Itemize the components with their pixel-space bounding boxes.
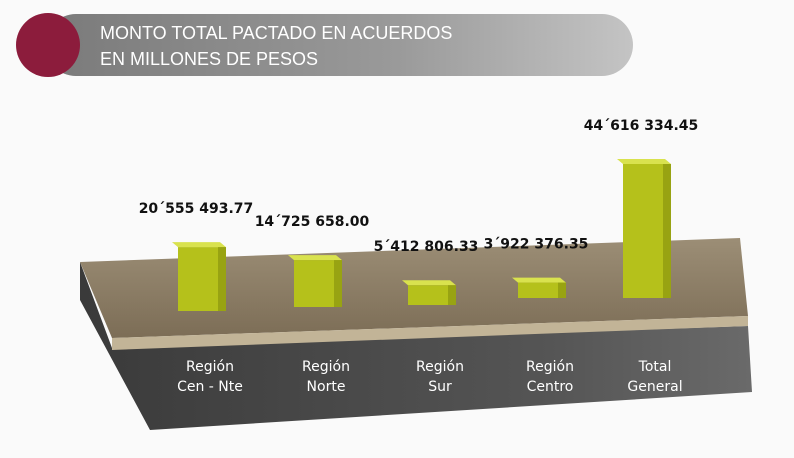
value-label: 20´555 493.77 bbox=[139, 201, 254, 217]
platform-side bbox=[80, 262, 752, 430]
bar-top bbox=[288, 255, 342, 261]
bar-top bbox=[617, 159, 671, 164]
bar-shade bbox=[218, 247, 226, 311]
x-tick-label: Región Centro bbox=[526, 359, 574, 395]
bar-shade bbox=[334, 260, 342, 307]
bar bbox=[408, 285, 456, 305]
chart-title: EN MILLONES DE PESOS bbox=[100, 49, 318, 69]
title-badge bbox=[16, 13, 80, 77]
x-tick-label: Región Norte bbox=[302, 359, 350, 395]
value-label: 14´725 658.00 bbox=[255, 214, 370, 230]
bar bbox=[518, 282, 566, 298]
bars bbox=[172, 159, 671, 311]
platform-edge bbox=[112, 316, 748, 350]
bar-top bbox=[402, 280, 456, 286]
bar-shade bbox=[663, 164, 671, 298]
bar-top bbox=[512, 277, 566, 283]
x-tick-label: Total General bbox=[627, 359, 682, 395]
x-tick-label: Región Sur bbox=[416, 359, 464, 395]
bar-top bbox=[172, 242, 226, 248]
value-label: 44´616 334.45 bbox=[584, 118, 699, 134]
chart-title: MONTO TOTAL PACTADO EN ACUERDOS bbox=[100, 23, 452, 43]
bar-shade bbox=[448, 285, 456, 305]
value-label: 5´412 806.33 bbox=[374, 239, 479, 255]
title-banner bbox=[45, 14, 633, 76]
bar-shade bbox=[558, 282, 566, 298]
x-tick-label: Región Cen - Nte bbox=[177, 359, 243, 395]
value-label: 3´922 376.35 bbox=[484, 237, 589, 253]
